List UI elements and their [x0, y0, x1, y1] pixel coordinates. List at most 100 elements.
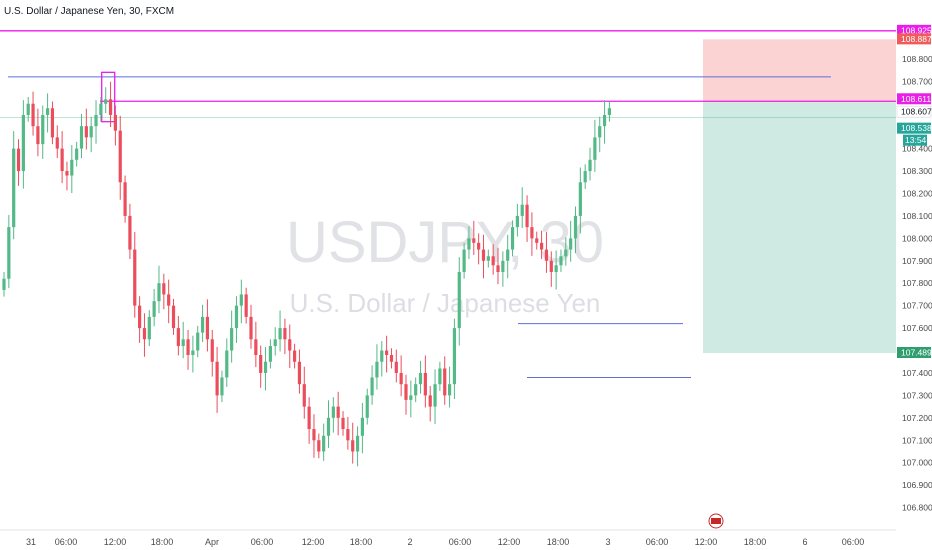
x-tick-label: 18:00 [151, 537, 174, 547]
candle-body [452, 328, 457, 385]
candle-body [297, 361, 302, 385]
y-tick-label: 107.800 [902, 278, 932, 288]
target-zone [703, 102, 896, 353]
candle-body [162, 283, 166, 295]
candle-body [549, 260, 553, 272]
candle-body [16, 148, 21, 172]
price-tag-label: 108.607 [901, 107, 932, 117]
y-tick-label: 107.000 [902, 458, 932, 468]
candle-body [602, 114, 607, 127]
candle-body [317, 440, 321, 452]
candle-body [26, 103, 30, 115]
x-tick-label: 18:00 [547, 537, 570, 547]
candle-body [326, 417, 331, 436]
candle-body [554, 265, 558, 272]
y-tick-label: 108.300 [902, 166, 932, 176]
candle-body [510, 227, 515, 250]
candle-body [365, 395, 369, 418]
candle-body [336, 406, 340, 418]
y-tick-label: 108.700 [902, 76, 932, 86]
candle-body [142, 328, 147, 340]
candle-body [346, 429, 350, 441]
x-tick-label: 18:00 [350, 537, 373, 547]
price-tag-label: 108.887 [901, 34, 932, 44]
candle-body [99, 103, 103, 115]
candle-body [370, 377, 374, 396]
candle-body [457, 272, 461, 329]
candle-body [535, 238, 539, 243]
candle-body [598, 126, 602, 138]
candle-body [79, 126, 84, 149]
candle-body [55, 137, 59, 149]
candle-body [544, 249, 549, 261]
price-tag-bg [897, 122, 931, 134]
countdown-label: 13:54 [905, 135, 927, 145]
candle-body [593, 137, 597, 160]
candle-body [128, 215, 132, 250]
candle-body [234, 305, 239, 329]
candle-body [467, 238, 471, 250]
candle-body [578, 182, 582, 216]
price-axis: 108.800 108.700 108.400 108.300 108.200 108.1… [902, 54, 932, 513]
candle-body [220, 377, 224, 396]
candle-body [181, 339, 185, 347]
x-tick-label: 6 [802, 537, 807, 547]
price-tag-bg [897, 93, 931, 105]
candle-body [472, 238, 476, 243]
y-tick-label: 106.800 [902, 503, 932, 513]
candle-body [573, 215, 578, 239]
candle-body [210, 339, 214, 362]
candle-body [530, 227, 534, 239]
candle-body [438, 368, 442, 385]
event-flag-icon [708, 513, 724, 529]
candle-body [147, 316, 151, 340]
candle-body [123, 182, 127, 216]
candle-body [2, 278, 6, 290]
candle-body [583, 171, 587, 183]
event-flag-stripe [711, 518, 721, 524]
candle-body [515, 215, 519, 228]
candle-body [564, 249, 568, 257]
y-tick-label: 108.100 [902, 211, 932, 221]
price-tag-bg [897, 33, 931, 45]
candle-body [273, 339, 277, 347]
candle-body [447, 384, 452, 396]
x-tick-label: 12:00 [104, 537, 127, 547]
candle-body [50, 108, 55, 138]
price-tag: 108.887 [897, 33, 932, 45]
candle-body [157, 283, 161, 302]
candle-body [254, 339, 258, 356]
candle-body [259, 355, 263, 373]
candle-body [399, 372, 403, 385]
y-tick-label: 108.800 [902, 54, 932, 64]
watermark-description: U.S. Dollar / Japanese Yen [290, 288, 601, 318]
price-tag-label: 108.611 [901, 94, 931, 104]
countdown-tag-bg [903, 134, 927, 146]
candle-body [477, 242, 481, 250]
candle-body [501, 260, 505, 272]
candle-body [118, 130, 122, 183]
price-tag-label: 108.925 [901, 25, 932, 35]
y-tick-label: 108.200 [902, 188, 932, 198]
candle-body [7, 227, 11, 279]
candle-body [322, 435, 326, 452]
x-tick-label: 18:00 [744, 537, 767, 547]
candle-body [496, 265, 500, 272]
candle-body [191, 350, 195, 356]
candle-body [520, 204, 524, 216]
candle-body [462, 249, 466, 272]
candle-body [312, 429, 316, 441]
candle-body [31, 103, 35, 127]
candle-body [89, 126, 93, 138]
candle-body [108, 99, 113, 115]
candles [2, 81, 612, 467]
candle-body [239, 294, 243, 306]
candle-body [433, 384, 437, 407]
y-tick-label: 107.400 [902, 368, 932, 378]
price-tag: 108.538 [897, 122, 932, 134]
candle-body [486, 256, 490, 261]
candle-body [341, 417, 345, 430]
y-tick-label: 108.400 [902, 144, 932, 154]
position-zones [703, 39, 896, 353]
